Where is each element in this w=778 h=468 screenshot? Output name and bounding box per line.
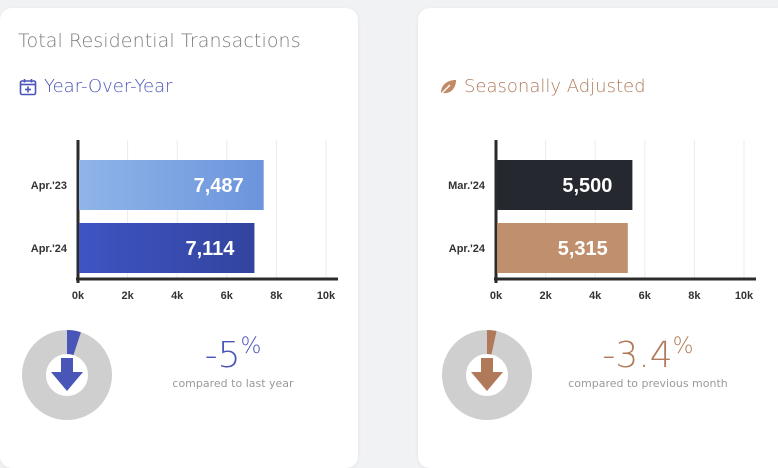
yoy-change-caption: compared to last year [172, 377, 294, 390]
seasonal-category-label: Mar.'24 [448, 180, 486, 192]
yoy-tick-label: 6k [221, 290, 234, 302]
yoy-change-donut [22, 330, 112, 420]
yoy-bar [79, 160, 264, 210]
yoy-card: Total Residential Transactions Year-Over… [0, 8, 358, 468]
yoy-tick-label: 8k [270, 290, 283, 302]
calendar-plus-icon [18, 77, 38, 97]
yoy-bar [79, 223, 255, 273]
seasonal-tick-label: 0k [490, 290, 503, 302]
seasonal-donut-segment [486, 330, 497, 355]
yoy-bar-chart: 7,487 Apr.'23 7,114 Apr.'24 0k 2k 4k 6k 8k 10k [31, 140, 338, 302]
yoy-tick-label: 10k [317, 290, 336, 302]
seasonal-tick-label: 8k [688, 290, 701, 302]
page-title: Total Residential Transactions [18, 30, 301, 52]
yoy-tick-label: 4k [171, 290, 184, 302]
yoy-change-value: -5% [204, 334, 262, 376]
yoy-data-label: 7,114 [185, 238, 235, 260]
seasonal-subtitle: Seasonally Adjusted [438, 76, 646, 97]
seasonal-change-value: -3.4% [602, 334, 694, 376]
yoy-subtitle: Year-Over-Year [18, 76, 173, 97]
seasonal-change-donut [442, 330, 532, 420]
seasonal-bar [497, 160, 633, 210]
seasonal-tick-label: 6k [639, 290, 652, 302]
yoy-subtitle-label: Year-Over-Year [44, 76, 173, 97]
seasonal-tick-label: 2k [539, 290, 552, 302]
seasonal-data-label: 5,500 [562, 175, 612, 197]
arrow-down-icon [471, 358, 503, 391]
seasonal-data-label: 5,315 [558, 238, 608, 260]
arrow-down-icon [51, 358, 83, 391]
yoy-tick-label: 2k [121, 290, 134, 302]
seasonal-bar [497, 223, 628, 273]
seasonal-tick-label: 4k [589, 290, 602, 302]
seasonal-category-label: Apr.'24 [449, 243, 486, 255]
yoy-data-label: 7,487 [194, 175, 244, 197]
seasonal-bar-chart: 5,500 Mar.'24 5,315 Apr.'24 0k 2k 4k 6k 8k 10k [448, 140, 756, 302]
yoy-category-label: Apr.'24 [31, 243, 68, 255]
seasonal-change-caption: compared to previous month [568, 377, 728, 390]
yoy-category-label: Apr.'23 [31, 180, 67, 192]
leaf-icon [438, 77, 458, 97]
seasonal-card: Seasonally Adjusted 5,500 Mar.'24 5,315 Apr… [418, 8, 778, 468]
yoy-tick-label: 0k [72, 290, 85, 302]
yoy-donut-segment [66, 330, 81, 356]
seasonal-subtitle-label: Seasonally Adjusted [464, 76, 646, 97]
seasonal-tick-label: 10k [735, 290, 754, 302]
